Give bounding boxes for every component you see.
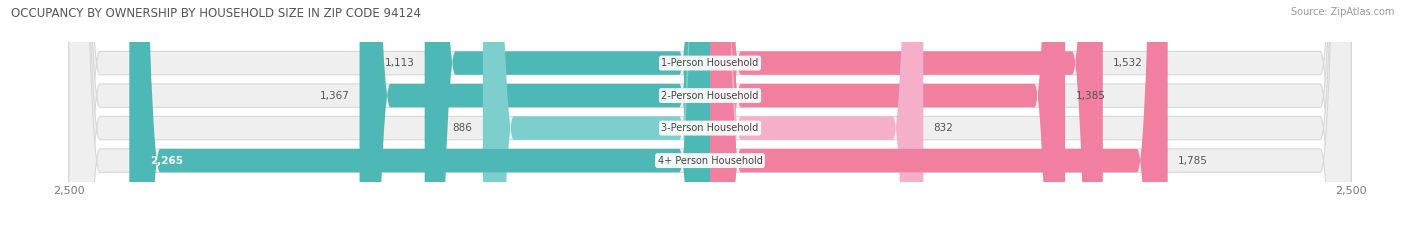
FancyBboxPatch shape (69, 0, 1351, 233)
FancyBboxPatch shape (710, 0, 924, 233)
Text: 3-Person Household: 3-Person Household (661, 123, 759, 133)
Text: OCCUPANCY BY OWNERSHIP BY HOUSEHOLD SIZE IN ZIP CODE 94124: OCCUPANCY BY OWNERSHIP BY HOUSEHOLD SIZE… (11, 7, 422, 20)
FancyBboxPatch shape (482, 0, 710, 233)
Text: 1,532: 1,532 (1114, 58, 1143, 68)
FancyBboxPatch shape (360, 0, 710, 233)
Text: 1,385: 1,385 (1076, 91, 1105, 101)
Text: 4+ Person Household: 4+ Person Household (658, 156, 762, 166)
FancyBboxPatch shape (69, 0, 1351, 233)
Text: 1-Person Household: 1-Person Household (661, 58, 759, 68)
Text: Source: ZipAtlas.com: Source: ZipAtlas.com (1291, 7, 1395, 17)
Text: 2,265: 2,265 (150, 156, 183, 166)
FancyBboxPatch shape (69, 0, 1351, 233)
FancyBboxPatch shape (425, 0, 710, 233)
FancyBboxPatch shape (710, 0, 1102, 233)
FancyBboxPatch shape (710, 0, 1066, 233)
Text: 886: 886 (453, 123, 472, 133)
FancyBboxPatch shape (710, 0, 1167, 233)
Text: 1,785: 1,785 (1178, 156, 1208, 166)
FancyBboxPatch shape (69, 0, 1351, 233)
Text: 1,113: 1,113 (384, 58, 415, 68)
Text: 1,367: 1,367 (319, 91, 349, 101)
Text: 832: 832 (934, 123, 953, 133)
Text: 2-Person Household: 2-Person Household (661, 91, 759, 101)
FancyBboxPatch shape (129, 0, 710, 233)
